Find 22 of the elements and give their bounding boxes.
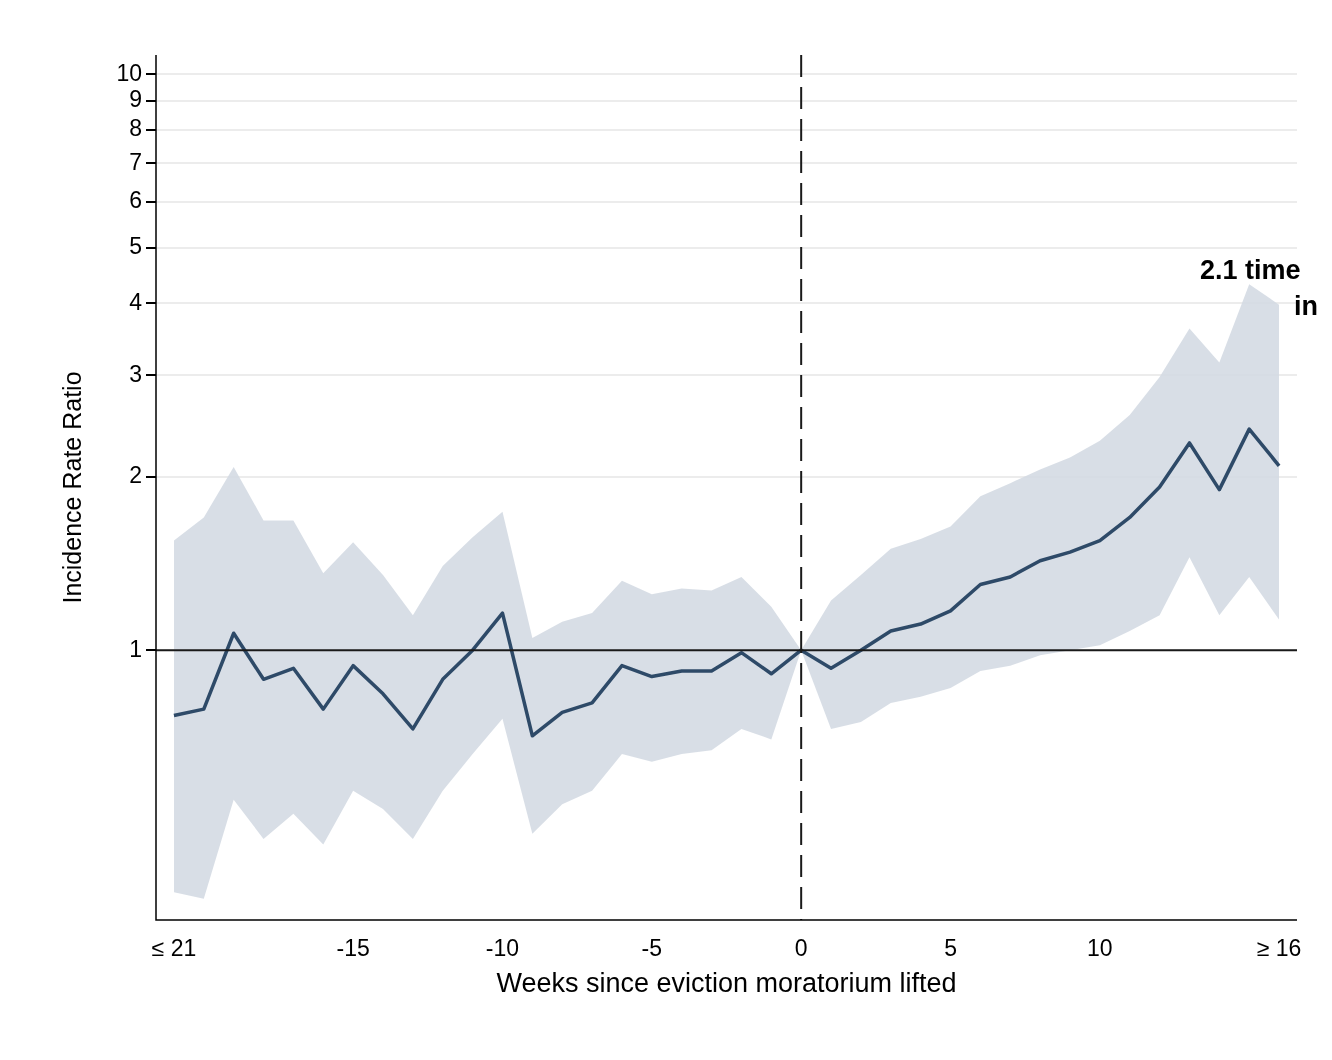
y-tick-label: 5 [129, 232, 142, 259]
x-tick-label: ≥ 16 [1256, 935, 1302, 962]
y-tick-label: 8 [129, 115, 142, 142]
y-tick-label: 9 [129, 85, 142, 112]
y-tick-label: 4 [129, 288, 143, 315]
y-tick-label: 10 [116, 59, 142, 86]
y-tick-label: 2 [129, 462, 142, 489]
y-tick-label: 3 [129, 360, 142, 387]
y-tick-label: 6 [129, 187, 142, 214]
annotation: in [1294, 291, 1318, 321]
x-tick-label: 10 [1087, 935, 1113, 962]
x-tick-label: -10 [485, 935, 520, 962]
x-tick-label: -5 [641, 935, 663, 962]
x-tick-label: 0 [794, 935, 808, 962]
y-tick-label: 1 [129, 635, 142, 662]
x-tick-label: ≤ 21 [151, 935, 197, 962]
y-tick-label: 7 [129, 148, 142, 175]
x-tick-label: 5 [944, 935, 957, 962]
x-axis-title: Weeks since eviction moratorium lifted [496, 968, 957, 999]
x-tick-label: -15 [336, 935, 370, 962]
y-axis-title: Incidence Rate Ratio [57, 371, 86, 604]
annotation: 2.1 time [1200, 255, 1301, 285]
